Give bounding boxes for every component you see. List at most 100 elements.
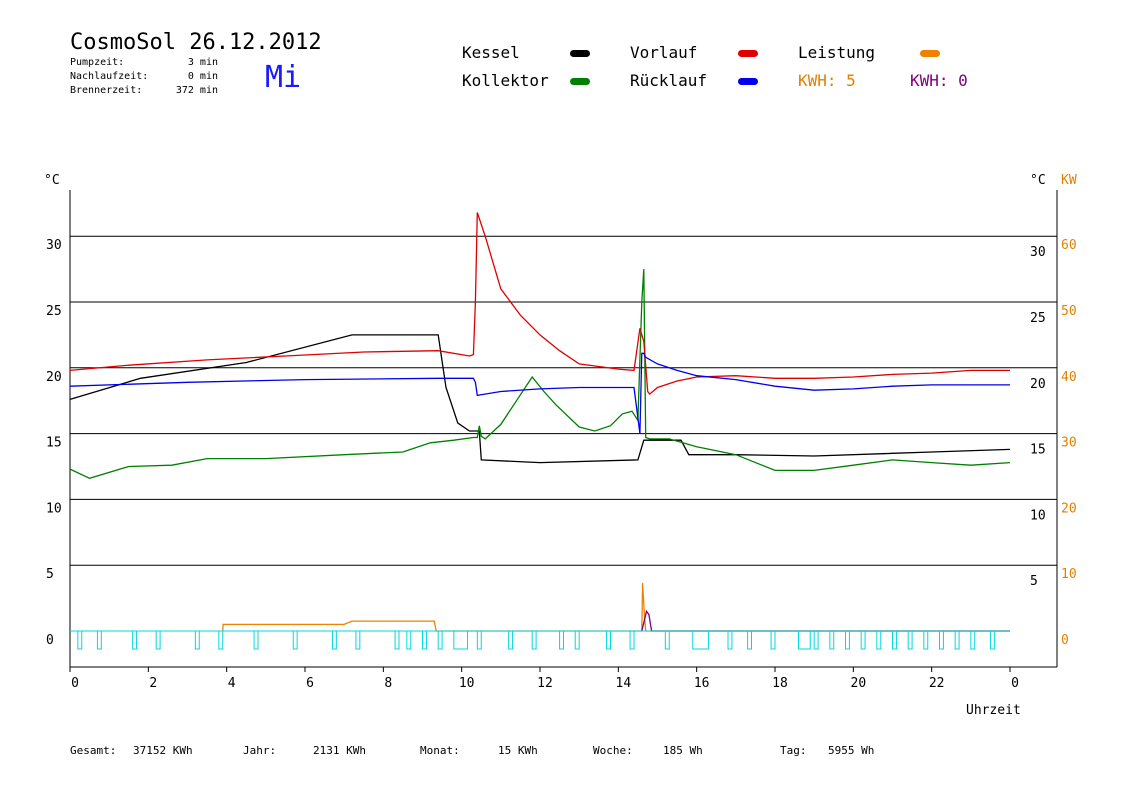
weekday-label: Mi <box>265 60 302 95</box>
pump-pulse <box>923 631 929 650</box>
stat-value: 3 min <box>187 57 218 68</box>
pump-pulse <box>747 631 752 650</box>
pump-pulse <box>845 631 850 650</box>
y2-tick-label: 40 <box>1061 370 1077 385</box>
pump-pulse <box>606 631 611 650</box>
pump-pulse <box>253 631 259 650</box>
series-line <box>69 269 1011 479</box>
pump-pulse <box>574 631 580 650</box>
pump-pulse <box>422 631 427 650</box>
pump-pulse <box>292 631 298 650</box>
pump-pulse <box>907 631 913 650</box>
footer-label: Gesamt: <box>70 744 117 757</box>
legend-swatch <box>570 50 590 57</box>
x-tick-label: 2 <box>149 676 157 691</box>
pump-pulse <box>727 631 733 650</box>
pump-pulse <box>876 631 882 650</box>
x-tick-label: 12 <box>537 676 553 691</box>
legend-label: Vorlauf <box>630 43 698 62</box>
x-tick-label: 20 <box>851 676 867 691</box>
pump-pulse <box>798 631 811 650</box>
pump-pulse <box>77 631 83 650</box>
pump-pulse <box>394 631 400 650</box>
y-tick-label: 30 <box>46 238 62 253</box>
pump-pulse <box>629 631 635 650</box>
pump-pulse <box>355 631 361 650</box>
y-right-tick-label: 30 <box>1030 245 1046 260</box>
series-line <box>69 352 1010 434</box>
y-right-tick-label: 10 <box>1030 508 1046 523</box>
y2-tick-label: 10 <box>1061 567 1077 582</box>
kwh-label: KWH: 5 <box>798 71 856 90</box>
y2-tick-label: 30 <box>1061 436 1077 451</box>
pump-pulse <box>194 631 200 650</box>
pump-pulse <box>939 631 944 650</box>
series-line <box>641 609 1010 632</box>
legend-label: Leistung <box>798 43 876 62</box>
footer-value: 5955 Wh <box>828 744 875 757</box>
x-tick-label: 16 <box>694 676 710 691</box>
y-right-unit: °C <box>1030 173 1046 188</box>
x-tick-label: 6 <box>306 676 314 691</box>
footer-label: Tag: <box>780 744 807 757</box>
pump-pulse <box>829 631 835 650</box>
legend-label: Rücklauf <box>630 71 708 90</box>
y2-tick-label: 0 <box>1061 633 1069 648</box>
y-right-tick-label: 20 <box>1030 377 1046 392</box>
x-axis-label: Uhrzeit <box>966 703 1021 718</box>
footer-label: Jahr: <box>243 744 277 757</box>
footer-label: Monat: <box>420 744 460 757</box>
legend-label: Kessel <box>462 43 520 62</box>
pump-pulse <box>331 631 337 650</box>
footer-label: Woche: <box>593 744 633 757</box>
kwh-label: KWH: 0 <box>910 71 968 90</box>
legend-swatch <box>738 50 758 57</box>
y-right-tick-label: 5 <box>1030 574 1038 589</box>
legend-label: Kollektor <box>462 71 549 90</box>
stat-value: 372 min <box>175 85 218 96</box>
y-right-tick-label: 25 <box>1030 311 1046 326</box>
pump-pulse <box>96 631 102 650</box>
x-tick-label: 18 <box>772 676 788 691</box>
footer-value: 15 KWh <box>498 744 538 757</box>
legend-swatch <box>738 78 758 85</box>
pump-pulse <box>453 631 469 650</box>
pump-pulse <box>892 631 897 650</box>
y-left-unit: °C <box>44 173 60 188</box>
series-line <box>69 212 1010 396</box>
y-tick-label: 0 <box>46 633 54 648</box>
pump-pulse <box>954 631 960 650</box>
y2-tick-label: 60 <box>1061 238 1077 253</box>
x-tick-label: 14 <box>616 676 632 691</box>
pump-pulse <box>155 631 161 650</box>
pump-pulse <box>437 631 443 650</box>
pump-pulse <box>132 631 138 650</box>
pump-pulse <box>813 631 819 650</box>
x-tick-label: 8 <box>384 676 392 691</box>
x-tick-label: 0 <box>71 676 79 691</box>
series-line <box>222 582 1010 632</box>
stat-label: Nachlaufzeit: <box>70 71 149 82</box>
y-tick-label: 20 <box>46 370 62 385</box>
stat-label: Brennerzeit: <box>70 85 143 96</box>
pump-pulse <box>559 631 564 650</box>
x-tick-label: 0 <box>1011 676 1019 691</box>
y-tick-label: 15 <box>46 436 62 451</box>
footer-value: 2131 KWh <box>313 744 366 757</box>
pump-pulse <box>406 631 412 650</box>
series-line <box>69 334 1011 464</box>
y2-tick-label: 50 <box>1061 304 1077 319</box>
y2-unit: KW <box>1061 173 1077 188</box>
pump-pulse <box>970 631 976 650</box>
pump-pulse <box>770 631 776 650</box>
y-tick-label: 25 <box>46 304 62 319</box>
stat-label: Pumpzeit: <box>70 57 125 68</box>
pump-pulse <box>692 631 709 650</box>
legend-swatch <box>570 78 590 85</box>
pump-pulse <box>860 631 866 650</box>
pump-pulse <box>476 631 482 650</box>
legend-swatch <box>920 50 940 57</box>
pump-pulse <box>218 631 224 650</box>
pump-pulse <box>989 631 995 650</box>
